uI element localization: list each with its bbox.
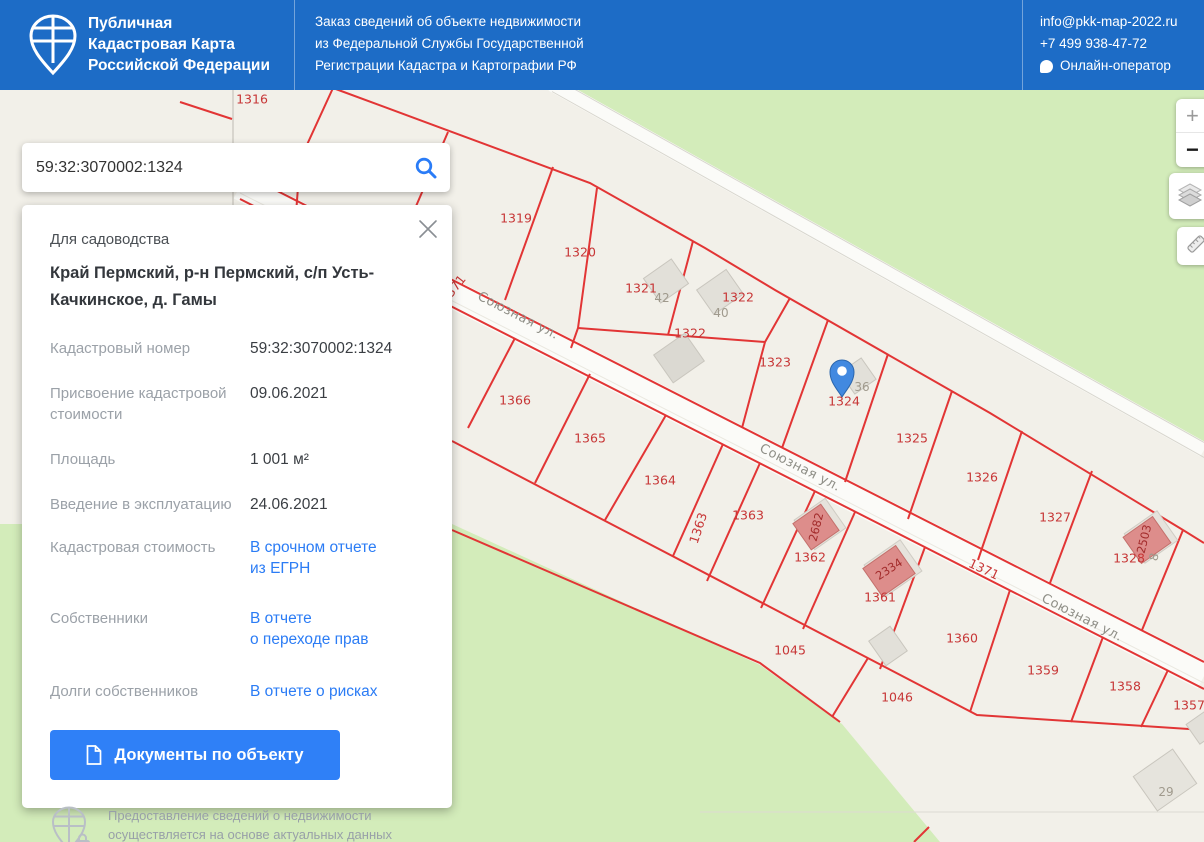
search-input[interactable] [36,158,414,177]
note-text: Предоставление сведений о недвижимости о… [108,808,392,842]
zoom-control: + − [1176,99,1204,167]
risk-report-link[interactable]: В отчете о рисках [250,683,378,700]
row-label: Введение в эксплуатацию [50,496,232,513]
row-value: 1 001 м² [250,451,309,468]
button-label: Документы по объекту [114,745,304,764]
row-value: 59:32:3070002:1324 [250,340,393,357]
buildings-red [792,497,1179,598]
site-title: Публичная Кадастровая Карта Российской Ф… [88,15,270,74]
row-label: Долги собственников [50,683,199,700]
info-row: Площадь 1 001 м² [50,449,424,470]
info-row: Кадастровая стоимость В срочном отчете и… [50,537,424,579]
map-pin[interactable] [829,359,855,398]
header-divider [294,0,295,90]
info-row: Собственники В отчете о переходе прав [50,608,424,650]
row-label: Площадь [50,451,116,468]
land-usage: Для садоводства [50,231,170,248]
ruler-icon [1185,233,1204,260]
site-subtitle: Заказ сведений об объекте недвижимости и… [315,14,584,73]
search-bar [22,143,450,192]
info-row: Кадастровый номер 59:32:3070002:1324 [50,338,424,359]
chat-icon [1040,59,1053,73]
egrn-note: Предоставление сведений о недвижимости о… [50,806,424,842]
road-top [548,76,1204,458]
info-row: Присвоение кадастровой стоимости 09.06.2… [50,383,424,425]
email-link[interactable]: info@pkk-map-2022.ru [1040,14,1178,29]
urgent-report-link[interactable]: В срочном отчете из ЕГРН [250,539,377,577]
zoom-out-button[interactable]: − [1186,137,1199,162]
header-contacts: info@pkk-map-2022.ru +7 499 938-47-72 Он… [1040,11,1178,77]
zoom-in-button[interactable]: + [1176,99,1204,133]
object-info-panel: Для садоводства Край Пермский, р-н Пермс… [22,205,452,842]
ownership-report-link[interactable]: В отчете о переходе прав [250,610,369,648]
measure-button[interactable] [1177,227,1204,265]
row-value: 09.06.2021 [250,385,328,402]
document-icon [86,745,102,765]
header: Публичная Кадастровая Карта Российской Ф… [0,0,1204,90]
search-icon[interactable] [414,156,438,180]
pin-lock-icon [50,806,92,842]
info-row: Долги собственников В отчете о рисках [50,681,424,702]
layers-button[interactable] [1169,173,1204,219]
object-documents-button[interactable]: Документы по объекту [50,730,340,780]
buildings-grey [642,258,1204,812]
row-value: 24.06.2021 [250,496,328,513]
phone-link[interactable]: +7 499 938-47-72 [1040,36,1147,51]
row-label: Присвоение кадастровой стоимости [50,385,227,423]
row-label: Кадастровый номер [50,340,191,357]
object-address: Край Пермский, р-н Пермский, с/п Усть-Ка… [50,264,375,309]
parcel-boundaries [179,87,1204,842]
row-label: Кадастровая стоимость [50,539,216,556]
row-label: Собственники [50,610,148,627]
close-icon[interactable] [417,218,439,240]
header-divider [1022,0,1023,90]
logo-pin-icon [28,14,78,76]
layers-icon [1177,181,1203,212]
info-row: Введение в эксплуатацию 24.06.2021 [50,494,424,515]
online-operator-label: Онлайн-оператор [1060,58,1171,73]
online-operator[interactable]: Онлайн-оператор [1040,55,1178,77]
